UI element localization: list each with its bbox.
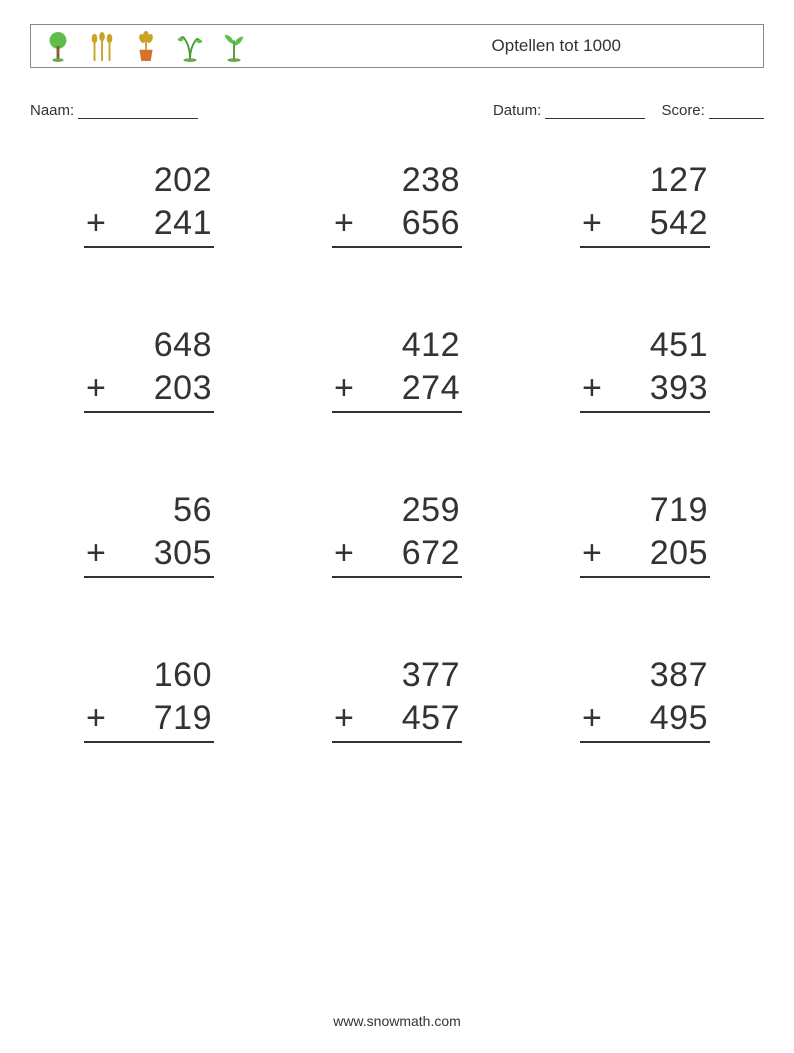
problem-bottom-row: +719: [84, 697, 214, 744]
problem-top: 160: [154, 654, 214, 697]
problem-bottom: 203: [154, 367, 214, 410]
problem-top: 127: [650, 159, 710, 202]
header-icons: [43, 25, 249, 67]
problem-bottom: 542: [650, 202, 710, 245]
problem-operator: +: [332, 202, 354, 245]
problem-operator: +: [580, 532, 602, 575]
problem-bottom: 205: [650, 532, 710, 575]
problem-10: 160+719: [84, 654, 214, 743]
problem-operator: +: [332, 532, 354, 575]
problem-3: 127+542: [580, 159, 710, 248]
problem-2: 238+656: [332, 159, 462, 248]
problems-grid: 202+241238+656127+542648+203412+274451+3…: [30, 159, 764, 743]
problem-bottom: 656: [402, 202, 462, 245]
problem-bottom-row: +542: [580, 202, 710, 249]
problem-bottom: 241: [154, 202, 214, 245]
problem-12: 387+495: [580, 654, 710, 743]
problem-operator: +: [332, 697, 354, 740]
problem-bottom-row: +457: [332, 697, 462, 744]
wilting-plant-icon: [175, 29, 205, 63]
score-blank: [709, 104, 764, 119]
problem-operator: +: [580, 202, 602, 245]
problem-operator: +: [84, 367, 106, 410]
sprout-icon: [219, 29, 249, 63]
problem-bottom: 274: [402, 367, 462, 410]
problem-operator: +: [332, 367, 354, 410]
problem-bottom-row: +241: [84, 202, 214, 249]
problem-bottom: 457: [402, 697, 462, 740]
problem-operator: +: [580, 367, 602, 410]
problem-top: 719: [650, 489, 710, 532]
footer-text: www.snowmath.com: [0, 1013, 794, 1029]
problem-11: 377+457: [332, 654, 462, 743]
worksheet-title: Optellen tot 1000: [492, 36, 621, 56]
potted-plant-icon: [131, 29, 161, 63]
problem-bottom-row: +274: [332, 367, 462, 414]
date-label: Datum:: [493, 102, 541, 119]
problem-bottom: 393: [650, 367, 710, 410]
problem-bottom: 305: [154, 532, 214, 575]
problem-top: 648: [154, 324, 214, 367]
problem-top: 387: [650, 654, 710, 697]
problem-bottom: 719: [154, 697, 214, 740]
problem-bottom-row: +393: [580, 367, 710, 414]
problem-8: 259+672: [332, 489, 462, 578]
problem-bottom-row: +205: [580, 532, 710, 579]
problem-bottom-row: +495: [580, 697, 710, 744]
worksheet-header: Optellen tot 1000: [30, 24, 764, 68]
score-label: Score:: [661, 102, 704, 119]
name-blank: [78, 104, 198, 119]
problem-6: 451+393: [580, 324, 710, 413]
problem-operator: +: [84, 532, 106, 575]
problem-top: 412: [402, 324, 462, 367]
problem-7: 56+305: [84, 489, 214, 578]
problem-top: 56: [173, 489, 214, 532]
problem-bottom: 672: [402, 532, 462, 575]
name-label: Naam:: [30, 102, 74, 119]
problem-operator: +: [84, 697, 106, 740]
problem-top: 238: [402, 159, 462, 202]
problem-bottom-row: +203: [84, 367, 214, 414]
problem-top: 451: [650, 324, 710, 367]
problem-1: 202+241: [84, 159, 214, 248]
problem-bottom: 495: [650, 697, 710, 740]
problem-top: 377: [402, 654, 462, 697]
problem-5: 412+274: [332, 324, 462, 413]
wheat-icon: [87, 29, 117, 63]
info-row: Naam: Datum: Score:: [30, 102, 764, 119]
problem-9: 719+205: [580, 489, 710, 578]
problem-top: 202: [154, 159, 214, 202]
problem-bottom-row: +305: [84, 532, 214, 579]
problem-operator: +: [580, 697, 602, 740]
tree-icon: [43, 29, 73, 63]
problem-bottom-row: +672: [332, 532, 462, 579]
problem-bottom-row: +656: [332, 202, 462, 249]
date-blank: [545, 104, 645, 119]
problem-operator: +: [84, 202, 106, 245]
problem-4: 648+203: [84, 324, 214, 413]
problem-top: 259: [402, 489, 462, 532]
